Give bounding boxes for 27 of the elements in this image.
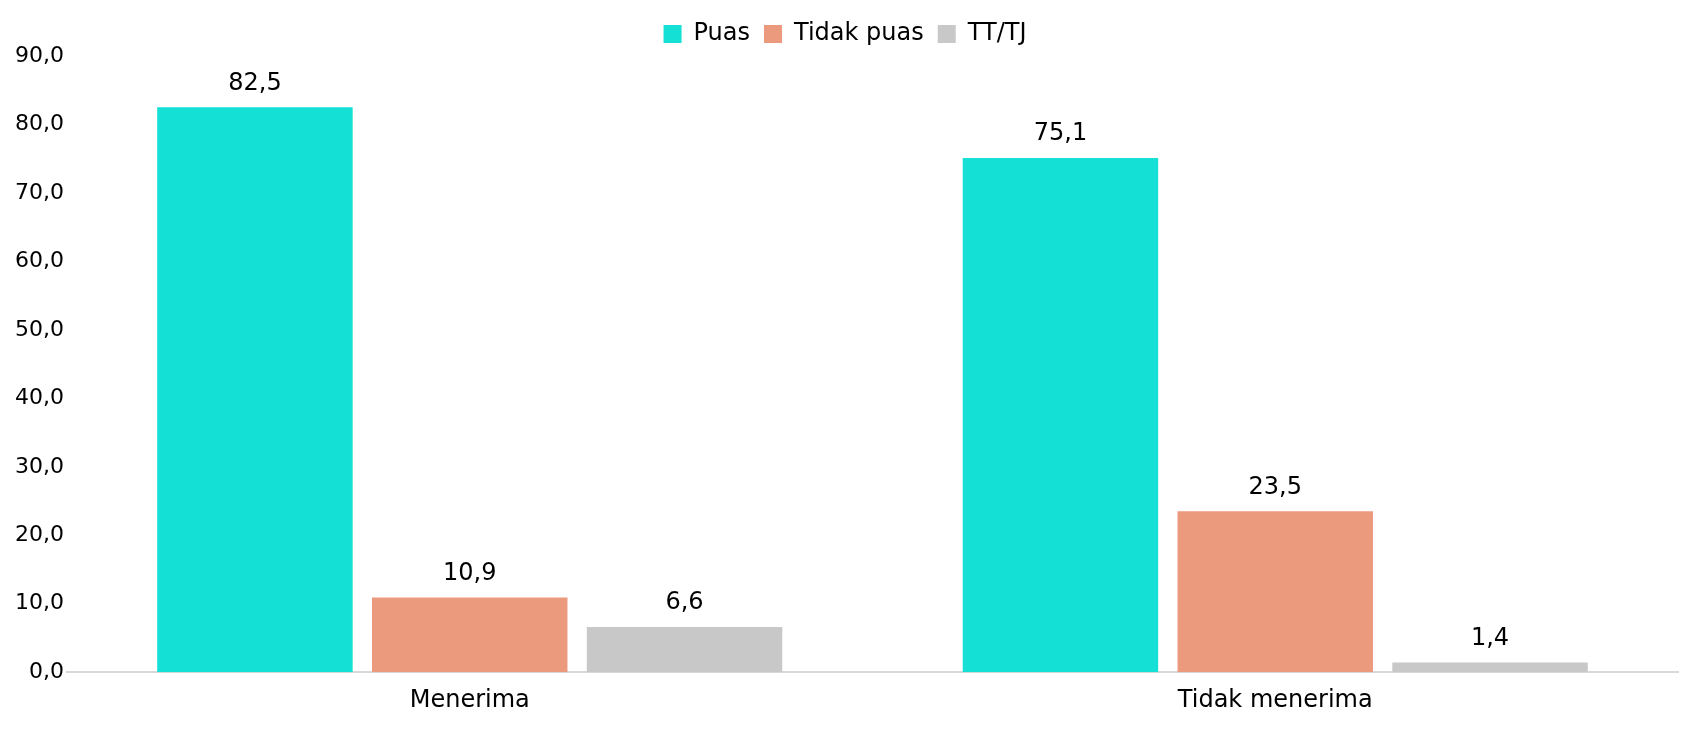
y-tick-label: 50,0 [15, 315, 64, 341]
bar [157, 107, 353, 673]
data-label: 6,6 [665, 587, 704, 616]
legend-label: Tidak puas [793, 18, 924, 47]
data-label: 75,1 [1033, 118, 1088, 147]
y-tick-label: 80,0 [15, 110, 64, 136]
bar [962, 158, 1159, 673]
legend-label: TT/TJ [966, 18, 1027, 47]
data-label: 1,4 [1470, 622, 1510, 651]
bar [372, 597, 568, 673]
bar [586, 627, 783, 673]
data-label: 82,5 [228, 67, 282, 96]
y-tick-label: 40,0 [15, 384, 64, 410]
y-tick-label: 60,0 [15, 247, 64, 273]
y-tick-label: 30,0 [15, 452, 64, 478]
x-tick-label: Menerima [409, 684, 530, 713]
y-tick-label: 20,0 [15, 520, 64, 546]
y-tick-label: 70,0 [15, 178, 64, 204]
bar [1392, 662, 1588, 673]
legend-label: Puas [693, 18, 751, 47]
data-label: 10,9 [443, 557, 497, 586]
y-tick-label: 0,0 [28, 657, 64, 683]
y-tick-label: 10,0 [15, 589, 64, 615]
bar [1177, 511, 1373, 673]
y-tick-label: 90,0 [15, 41, 64, 67]
x-tick-label: Tidak menerima [1176, 684, 1373, 713]
data-label: 23,5 [1248, 471, 1302, 500]
